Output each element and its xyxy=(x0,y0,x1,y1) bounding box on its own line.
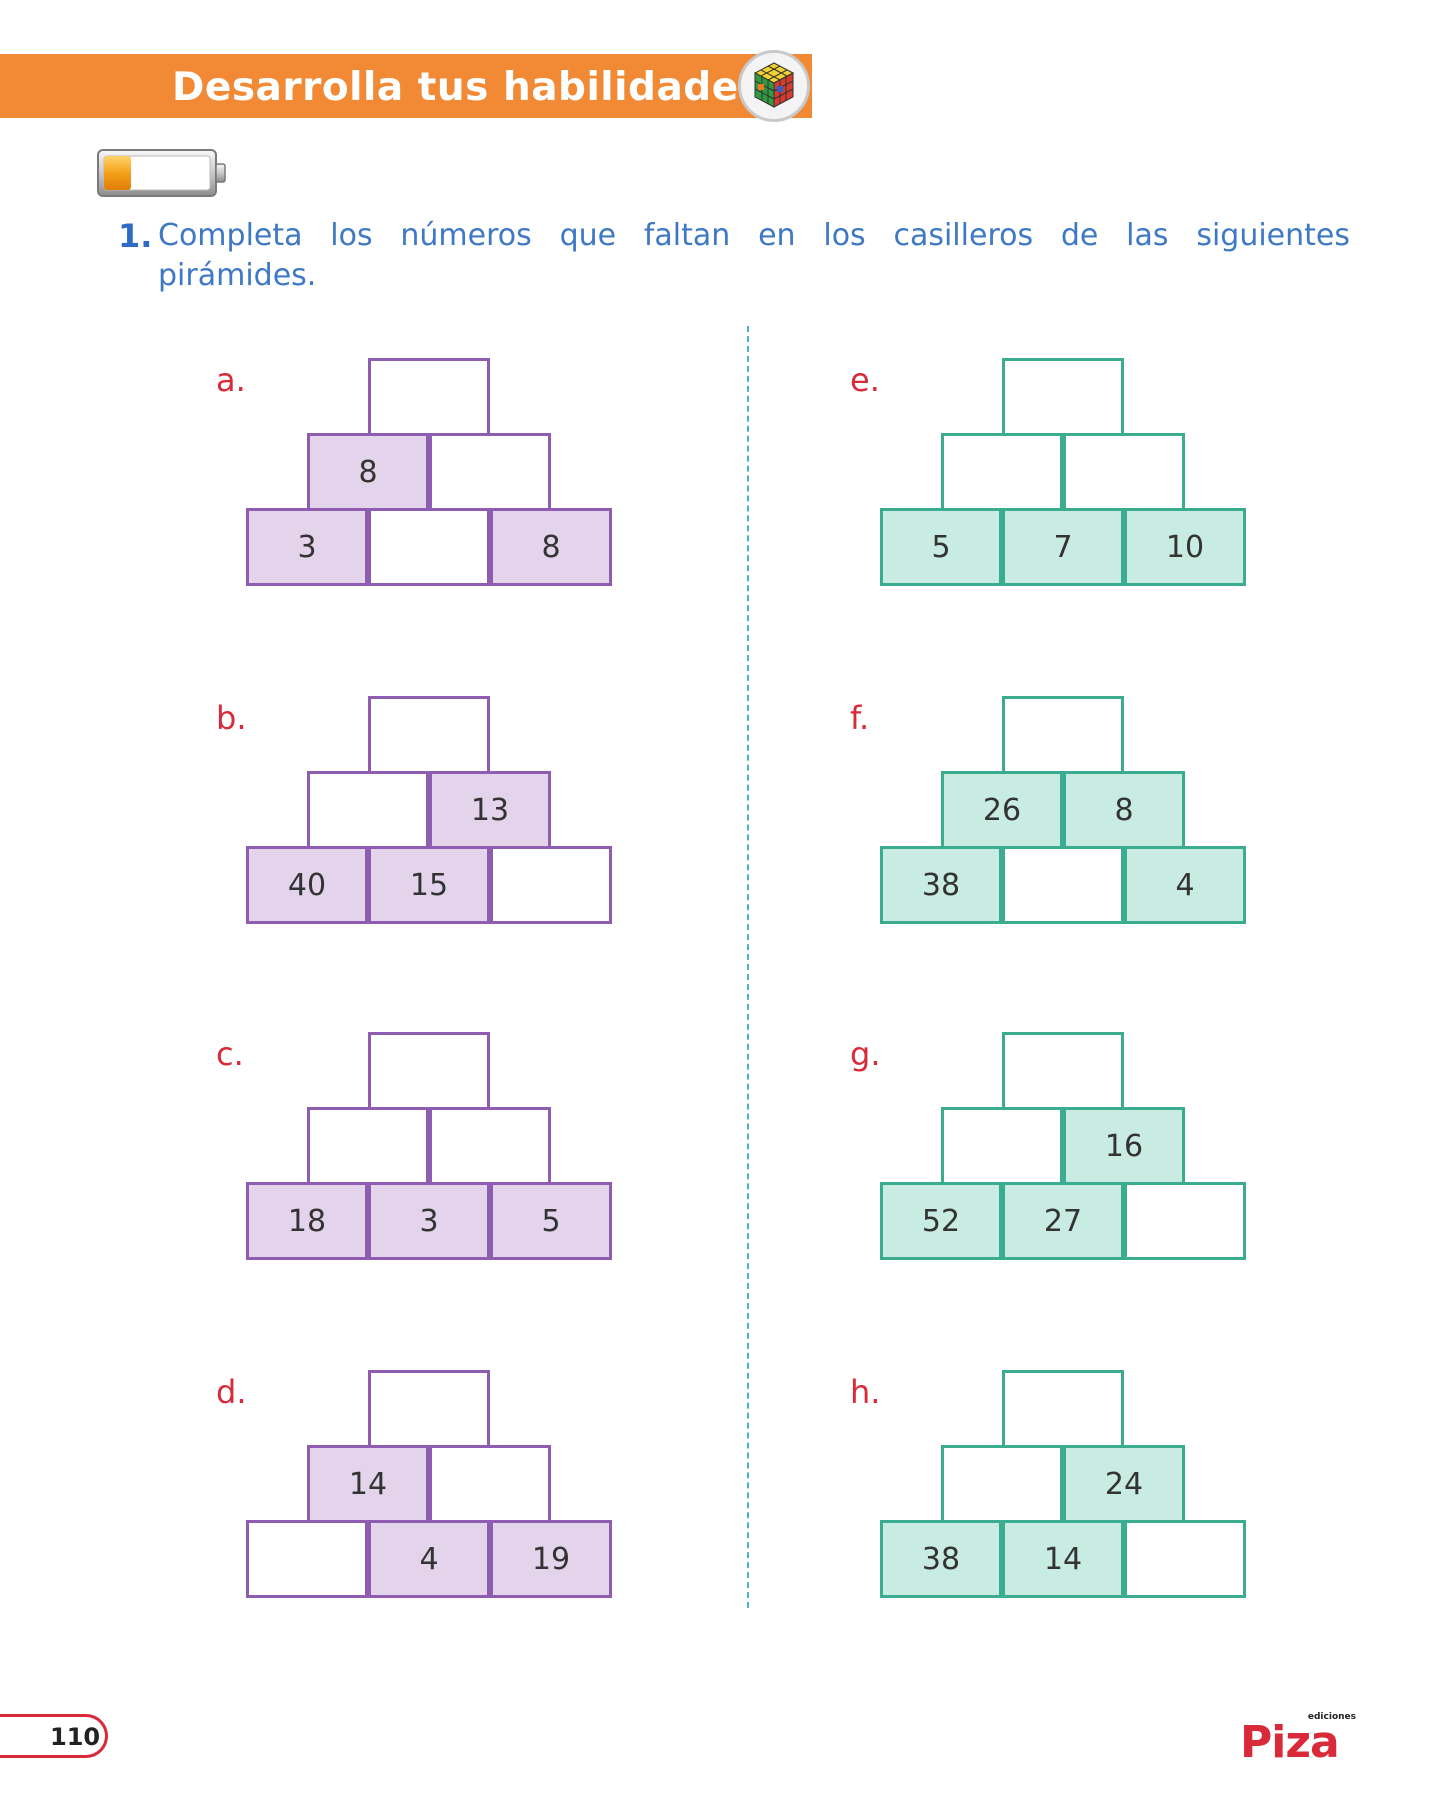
exercise-label: c. xyxy=(216,1035,244,1073)
section-banner xyxy=(0,54,812,118)
pyramid-top-cell[interactable] xyxy=(368,696,490,774)
pyramid-middle-cell: 14 xyxy=(307,1445,429,1523)
pyramid-top-cell[interactable] xyxy=(368,1032,490,1110)
pyramid-bottom-cell: 4 xyxy=(368,1520,490,1598)
pyramid-top-cell[interactable] xyxy=(368,358,490,436)
instruction-word: de xyxy=(1060,218,1099,253)
pyramid-bottom-cell[interactable] xyxy=(1124,1520,1246,1598)
pyramid-bottom-cell: 52 xyxy=(880,1182,1002,1260)
pyramid-bottom-cell: 3 xyxy=(368,1182,490,1260)
pyramid-bottom-cell[interactable] xyxy=(490,846,612,924)
pyramid-bottom-cell: 7 xyxy=(1002,508,1124,586)
pyramid-top-cell[interactable] xyxy=(1002,358,1124,436)
pyramid-bottom-cell: 8 xyxy=(490,508,612,586)
column-divider xyxy=(747,326,749,1608)
pyramid-bottom-cell: 5 xyxy=(880,508,1002,586)
battery-icon xyxy=(96,148,228,198)
instruction-line-1: Completa los números que faltan en los casiller… xyxy=(158,216,1350,256)
instruction-line-2: pirámides. xyxy=(158,258,317,293)
number-pyramid: 14 4 19 xyxy=(246,1370,616,1608)
instruction-word: los xyxy=(823,218,866,253)
publisher-logo: ediciones Piza xyxy=(1240,1712,1356,1772)
exercise-label: d. xyxy=(216,1373,247,1411)
instruction-word: que xyxy=(559,218,617,253)
pyramid-middle-cell[interactable] xyxy=(941,1445,1063,1523)
pyramid-bottom-cell: 38 xyxy=(880,1520,1002,1598)
pyramid-bottom-cell: 15 xyxy=(368,846,490,924)
number-pyramid: 13 40 15 xyxy=(246,696,616,934)
pyramid-top-cell[interactable] xyxy=(1002,696,1124,774)
pyramid-bottom-cell: 5 xyxy=(490,1182,612,1260)
instruction-word: Completa xyxy=(158,218,303,253)
pyramid-middle-cell: 24 xyxy=(1063,1445,1185,1523)
pyramid-bottom-cell: 14 xyxy=(1002,1520,1124,1598)
exercise-label: f. xyxy=(850,699,870,737)
pyramid-bottom-cell: 18 xyxy=(246,1182,368,1260)
exercise-label: g. xyxy=(850,1035,881,1073)
section-title: Desarrolla tus habilidades xyxy=(172,65,763,110)
pyramid-top-cell[interactable] xyxy=(368,1370,490,1448)
pyramid-middle-cell: 26 xyxy=(941,771,1063,849)
pyramid-bottom-cell: 40 xyxy=(246,846,368,924)
publisher-logo-main: Piza xyxy=(1240,1717,1340,1768)
pyramid-middle-cell: 8 xyxy=(1063,771,1185,849)
pyramid-middle-cell[interactable] xyxy=(1063,433,1185,511)
instruction-word: en xyxy=(758,218,796,253)
pyramid-top-cell[interactable] xyxy=(1002,1370,1124,1448)
rubiks-cube-icon xyxy=(738,50,810,122)
instruction-word: números xyxy=(400,218,532,253)
exercise-label: h. xyxy=(850,1373,881,1411)
pyramid-bottom-cell[interactable] xyxy=(246,1520,368,1598)
pyramid-middle-cell: 16 xyxy=(1063,1107,1185,1185)
exercise-number: 1. xyxy=(118,217,153,255)
pyramid-bottom-cell: 10 xyxy=(1124,508,1246,586)
pyramid-bottom-cell: 4 xyxy=(1124,846,1246,924)
exercise-label: b. xyxy=(216,699,247,737)
instruction-word: casilleros xyxy=(893,218,1034,253)
instruction-word: las xyxy=(1126,218,1169,253)
exercise-label: a. xyxy=(216,361,246,399)
pyramid-bottom-cell: 3 xyxy=(246,508,368,586)
pyramid-bottom-cell: 19 xyxy=(490,1520,612,1598)
number-pyramid: 5 7 10 xyxy=(880,358,1250,596)
page-number: 110 xyxy=(50,1723,101,1751)
number-pyramid: 18 3 5 xyxy=(246,1032,616,1270)
pyramid-bottom-cell[interactable] xyxy=(1124,1182,1246,1260)
instruction-word: siguientes xyxy=(1196,218,1350,253)
number-pyramid: 26 8 38 4 xyxy=(880,696,1250,934)
instruction-word: los xyxy=(330,218,373,253)
pyramid-middle-cell[interactable] xyxy=(307,1107,429,1185)
pyramid-bottom-cell[interactable] xyxy=(1002,846,1124,924)
number-pyramid: 24 38 14 xyxy=(880,1370,1250,1608)
pyramid-middle-cell[interactable] xyxy=(429,433,551,511)
pyramid-middle-cell[interactable] xyxy=(941,1107,1063,1185)
pyramid-bottom-cell[interactable] xyxy=(368,508,490,586)
pyramid-middle-cell[interactable] xyxy=(941,433,1063,511)
exercise-label: e. xyxy=(850,361,880,399)
pyramid-top-cell[interactable] xyxy=(1002,1032,1124,1110)
pyramid-middle-cell: 13 xyxy=(429,771,551,849)
pyramid-bottom-cell: 38 xyxy=(880,846,1002,924)
instruction-word: faltan xyxy=(643,218,731,253)
pyramid-bottom-cell: 27 xyxy=(1002,1182,1124,1260)
pyramid-middle-cell: 8 xyxy=(307,433,429,511)
number-pyramid: 16 52 27 xyxy=(880,1032,1250,1270)
pyramid-middle-cell[interactable] xyxy=(307,771,429,849)
pyramid-middle-cell[interactable] xyxy=(429,1107,551,1185)
page-number-tab xyxy=(0,1714,108,1758)
publisher-logo-small: ediciones xyxy=(1307,1712,1356,1722)
pyramid-middle-cell[interactable] xyxy=(429,1445,551,1523)
